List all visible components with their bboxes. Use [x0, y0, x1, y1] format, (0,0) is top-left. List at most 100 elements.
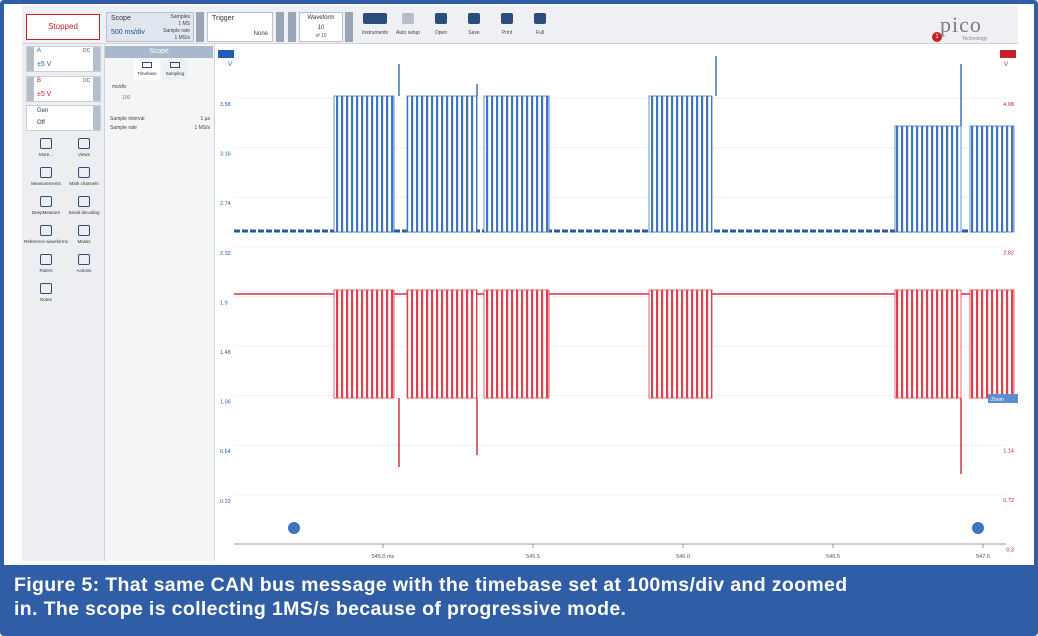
spin — [27, 47, 34, 71]
spin[interactable] — [288, 12, 296, 42]
trace-blue-burst — [969, 125, 1015, 233]
panel-tab[interactable]: Timebase — [134, 60, 160, 80]
right-tick-label: 1.14 — [1003, 449, 1014, 455]
panel-row-label: Sample rate — [110, 125, 137, 131]
tab-icon — [170, 62, 180, 68]
left-unit: V — [228, 62, 232, 68]
toolbar-button-label: Full — [535, 30, 545, 36]
tool-label: Masks — [77, 239, 91, 244]
tool-label: Actions — [76, 268, 92, 273]
tool-label: Math channels — [69, 181, 99, 186]
tool[interactable]: Reference waveforms — [24, 223, 68, 251]
trace-red-burst — [406, 289, 478, 399]
label: None — [253, 31, 268, 37]
coupling: DC — [83, 78, 91, 84]
toolbar-button-label: Instruments — [361, 30, 389, 36]
panel-value: 100 — [122, 95, 131, 101]
tool-label: Serial decoding — [68, 210, 100, 215]
status-button[interactable]: Stopped — [26, 14, 100, 40]
tool-icon — [78, 167, 90, 178]
toolbar-button[interactable]: Auto setup — [393, 10, 423, 42]
scroll-right[interactable] — [972, 522, 984, 534]
zoom-overlay-label: Zoom — [991, 397, 1004, 403]
trace-red-burst — [969, 289, 1015, 399]
tool-icon — [78, 225, 90, 236]
tab-label: Sampling — [165, 71, 185, 76]
tool[interactable]: Notes — [28, 281, 64, 309]
scroll-left[interactable] — [288, 522, 300, 534]
toolbar-button-label: Print — [501, 30, 513, 36]
icon — [534, 13, 546, 24]
x-tick-label: 546.5 — [826, 554, 840, 560]
gen-name: Gen — [37, 108, 49, 114]
scope-box[interactable]: Scope 500 ms/div Samples 1 MS Sample rate 1 M… — [106, 12, 194, 42]
trace-red-burst — [894, 289, 962, 399]
spin[interactable] — [196, 12, 204, 42]
channel-row[interactable]: B DC ±5 V — [26, 76, 101, 102]
tool[interactable]: Serial decoding — [66, 194, 102, 222]
tool-icon — [78, 254, 90, 265]
logo: pico — [940, 12, 982, 37]
icon — [363, 13, 387, 24]
tab-icon — [142, 62, 152, 68]
trace-red-burst — [483, 289, 550, 399]
waveform-box[interactable]: Waveform 10 of 10 — [299, 12, 343, 42]
tool[interactable]: Math channels — [66, 165, 102, 193]
label: 500 ms/div — [111, 29, 145, 36]
tool[interactable]: Actions — [66, 252, 102, 280]
label: of 10 — [315, 33, 327, 39]
spin[interactable] — [276, 12, 284, 42]
tool-label: Notes — [40, 297, 52, 302]
spin — [27, 77, 34, 101]
tool[interactable]: Rulers — [28, 252, 64, 280]
tool-label: Measurements — [31, 181, 61, 186]
x-tick-label: 547.0 — [976, 554, 990, 560]
panel-unit: ms/div — [112, 84, 127, 90]
tool[interactable]: More... — [28, 136, 64, 164]
toolbar-button[interactable]: Instruments — [360, 10, 390, 42]
icon — [468, 13, 480, 24]
label: Trigger — [212, 15, 234, 22]
x-tick-label: 546.0 — [676, 554, 690, 560]
label: 1 MS/s — [174, 35, 190, 41]
label: Waveform — [307, 15, 335, 21]
trace-blue-burst — [483, 95, 550, 233]
right-tick-label: 0.72 — [1003, 498, 1014, 504]
toolbar-button[interactable]: Print — [492, 10, 522, 42]
tool-icon — [40, 254, 52, 265]
tool-label: Rulers — [39, 268, 53, 273]
tool[interactable]: DeepMeasure — [28, 194, 64, 222]
channel-row[interactable]: A DC ±5 V — [26, 46, 101, 72]
screenshot: Stopped Scope 500 ms/div Samples 1 MS Sample … — [22, 6, 1018, 561]
trigger-box[interactable]: Trigger None — [207, 12, 273, 42]
trace-blue-burst — [406, 95, 478, 233]
tool[interactable]: Views — [66, 136, 102, 164]
toolbar-button[interactable]: Open — [426, 10, 456, 42]
tool-icon — [40, 138, 52, 149]
spin[interactable] — [345, 12, 353, 42]
caption-line: Figure 5: That same CAN bus message with… — [14, 574, 848, 596]
tool-label: More... — [38, 152, 53, 157]
left-tick-label: 3.16 — [220, 152, 231, 158]
zoom-overlay[interactable] — [988, 394, 1018, 403]
coupling: DC — [83, 48, 91, 54]
tool-label: Reference waveforms — [24, 239, 68, 244]
tab-label: Timebase — [137, 71, 157, 76]
generator-row[interactable]: Gen Off — [26, 105, 101, 131]
tool[interactable]: Measurements — [28, 165, 64, 193]
channel-name: A — [37, 48, 42, 54]
x-tick-label: 545.0 ms — [372, 554, 395, 560]
toolbar-button[interactable]: Save — [459, 10, 489, 42]
toolbar-button[interactable]: Full — [525, 10, 555, 42]
right-unit: V — [1004, 62, 1008, 68]
left-tick-label: 1.48 — [220, 350, 231, 356]
panel-tab[interactable]: Sampling — [162, 60, 188, 80]
panel-row-value: 1 MS/s — [194, 125, 210, 131]
tool[interactable]: Masks — [66, 223, 102, 251]
left-tick-label: 2.32 — [220, 251, 231, 257]
toolbar-button-label: Auto setup — [396, 30, 420, 36]
tool-label: Views — [78, 152, 90, 157]
toolbar-button-label: Open — [434, 30, 448, 36]
alert-badge[interactable]: 1 — [932, 32, 942, 42]
tool-icon — [78, 196, 90, 207]
